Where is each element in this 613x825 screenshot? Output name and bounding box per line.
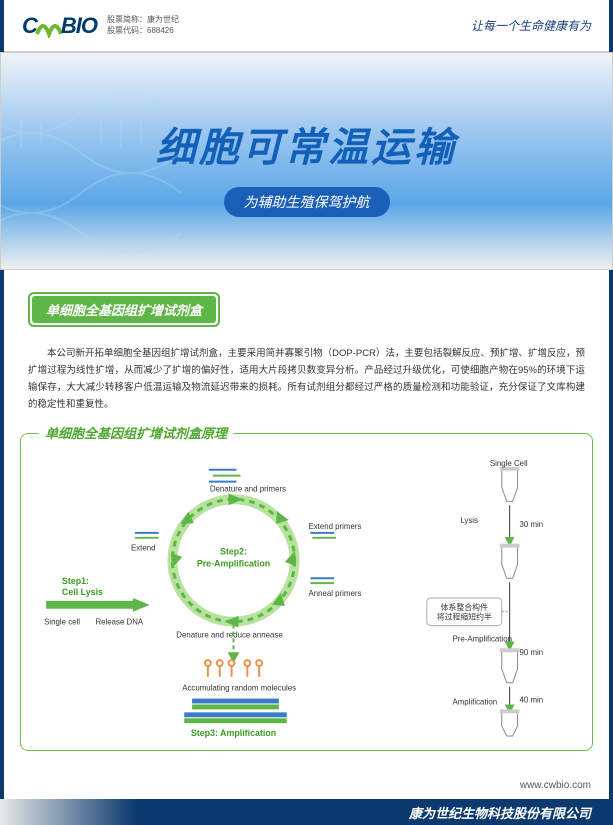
stock-code: 股票代码：688426 (107, 26, 179, 36)
section-body: 本公司新开拓单细胞全基因组扩增试剂盒，主要采用简并寡聚引物（DOP-PCR）法，… (28, 345, 585, 413)
lbl-accum: Accumulating random molecules (182, 684, 296, 693)
slogan: 让每一个生命健康有为 (471, 17, 591, 34)
lbl-ann-pri: Anneal primers (308, 589, 361, 598)
header: CBIO 股票简称：康为世纪 股票代码：688426 让每一个生命健康有为 (0, 0, 613, 52)
lbl-single-r: Single Cell (490, 459, 528, 468)
workflow-right: Single Cell Lysis 30 min Pre-Amplificati… (427, 459, 543, 736)
lbl-preamp: Pre-Amplification (452, 635, 512, 644)
section-badge-text: 单细胞全基因组扩增试剂盒 (32, 296, 216, 323)
lbl-den-red: Denature and reduce annease (176, 631, 283, 640)
logo-mark: CBIO (22, 13, 97, 39)
section: 单细胞全基因组扩增试剂盒 本公司新开拓单细胞全基因组扩增试剂盒，主要采用简并寡聚… (0, 270, 613, 413)
footer-url: www.cwbio.com (520, 780, 591, 791)
section-badge: 单细胞全基因组扩增试剂盒 (28, 292, 220, 327)
stock-info: 股票简称：康为世纪 股票代码：688426 (107, 15, 179, 36)
lbl-step2b: Pre-Amplification (197, 559, 270, 569)
lbl-step1b: Cell Lysis (62, 587, 103, 597)
lbl-amp: Amplification (452, 698, 497, 707)
lbl-den-pri: Denature and primers (210, 485, 286, 494)
lbl-lysis: Lysis (460, 516, 478, 525)
hero-subtitle: 为辅助生殖保驾护航 (224, 187, 390, 217)
lbl-40: 40 min (520, 696, 544, 705)
stock-name: 股票简称：康为世纪 (107, 15, 179, 25)
dna-helix-bg (0, 93, 231, 253)
lbl-step1: Step1: (62, 577, 89, 587)
lbl-release-dna: Release DNA (95, 618, 143, 627)
footer-bar: 康为世纪生物科技股份有限公司 (0, 799, 613, 825)
lbl-step3: Step3: Amplification (191, 728, 276, 738)
lbl-extend: Extend (131, 544, 156, 553)
lbl-single-cell-l: Single cell (44, 618, 80, 627)
lbl-step2: Step2: (220, 547, 247, 557)
lbl-30: 30 min (520, 520, 544, 529)
lbl-ext-pri: Extend primers (308, 522, 361, 531)
lbl-90: 90 min (520, 649, 544, 658)
diagram-frame: 单细胞全基因组扩增试剂盒原理 Single cell Release DNA S… (20, 433, 593, 751)
diagram-title: 单细胞全基因组扩增试剂盒原理 (39, 423, 233, 442)
footer-company: 康为世纪生物科技股份有限公司 (409, 803, 591, 822)
logo: CBIO 股票简称：康为世纪 股票代码：688426 (22, 13, 179, 39)
hero: 细胞可常温运输 为辅助生殖保驾护航 (0, 52, 613, 270)
lbl-midbox2: 将过程缩短约半 (437, 612, 492, 622)
lbl-midbox1: 体系整合构件 (441, 602, 488, 612)
diagram-svg: Single cell Release DNA Step1: Cell Lysi… (33, 452, 580, 738)
